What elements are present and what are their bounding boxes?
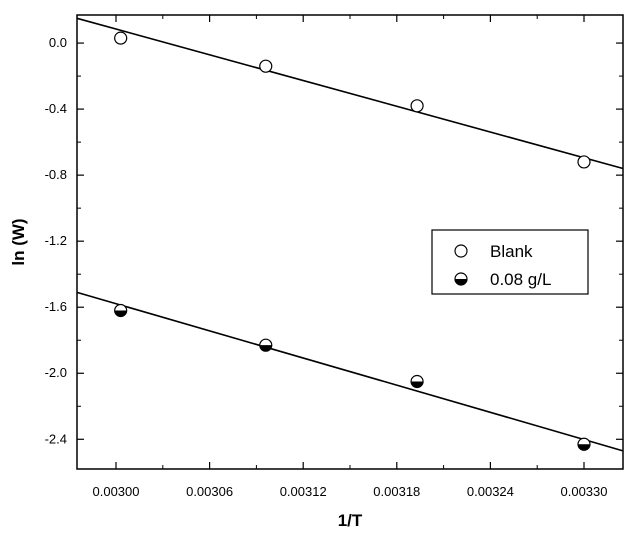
y-tick-label: -1.6 (45, 299, 67, 314)
y-tick-label: -0.4 (45, 101, 67, 116)
marker-lower-fill (114, 310, 127, 317)
fit-line-1 (76, 291, 624, 452)
y-axis-title: ln (W) (9, 218, 28, 265)
legend-open-circle-marker (454, 244, 468, 258)
x-tick-label: 0.00300 (93, 484, 140, 499)
blank-point-3 (410, 99, 424, 113)
x-tick-label: 0.00324 (467, 484, 514, 499)
x-tick-label: 0.00318 (373, 484, 420, 499)
0-08-g-l-point-2 (259, 338, 273, 352)
0-08-g-l-point-3 (410, 374, 424, 389)
legend-marker-blank (454, 244, 468, 258)
y-tick-label: -1.2 (45, 233, 67, 248)
x-axis-title: 1/T (338, 511, 363, 530)
legend-label-0-08-g-l: 0.08 g/L (490, 270, 551, 289)
marker-lower-fill (411, 381, 424, 388)
blank-point-1 (114, 31, 128, 45)
y-tick-label: 0.0 (49, 35, 67, 50)
0-08-g-l-point-4 (577, 437, 591, 451)
y-tick-label: -2.4 (45, 431, 67, 446)
legend-label-blank: Blank (490, 242, 533, 261)
blank-point-4 (577, 155, 591, 169)
legend-marker-0-08-g-l (454, 272, 468, 286)
fit-line-0 (76, 17, 624, 170)
fit-lines (76, 17, 624, 452)
y-tick-label: -0.8 (45, 167, 67, 182)
x-tick-label: 0.00312 (280, 484, 327, 499)
y-tick-label: -2.0 (45, 365, 67, 380)
blank-point-2 (259, 59, 273, 73)
0-08-g-l-point-1 (114, 303, 128, 318)
marker-lower-fill (455, 279, 467, 285)
legend: Blank 0.08 g/L (431, 229, 589, 295)
legend-half-filled-marker (454, 272, 468, 286)
data-markers (114, 31, 591, 451)
x-tick-label: 0.00306 (186, 484, 233, 499)
x-tick-label: 0.00330 (561, 484, 608, 499)
marker-lower-fill (259, 345, 272, 352)
x-axis: 0.00300 0.00306 0.00312 0.00318 0.00324 0.003… (93, 15, 608, 499)
y-axis: 0.0 -0.4 -0.8 -1.2 -1.6 -2.0 -2.4 (45, 35, 623, 446)
marker-lower-fill (578, 444, 590, 451)
